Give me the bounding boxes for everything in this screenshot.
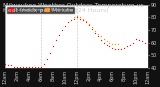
Point [84,21,87,22]
Point [96,33,99,35]
Point [72,17,75,18]
Point [61,29,63,31]
Point [90,27,93,28]
Point [58,34,60,36]
Point [19,66,21,67]
Point [93,32,96,33]
Legend: Outdoor Temp, Heat Index: Outdoor Temp, Heat Index [7,7,74,13]
Point [99,39,102,41]
Point [114,48,117,50]
Point [43,63,45,65]
Point [87,23,90,24]
Point [141,41,144,42]
Point [28,66,30,67]
Point [138,39,140,41]
Point [108,46,111,47]
Point [52,46,54,47]
Point [46,58,48,60]
Point [31,66,33,67]
Point [102,42,105,43]
Point [78,18,81,19]
Point [40,66,42,67]
Point [108,42,111,43]
Point [105,41,108,42]
Point [84,22,87,23]
Point [76,15,78,17]
Text: Milwaukee Weather Outdoor Temperature vs Heat Index per Minute (24 Hours): Milwaukee Weather Outdoor Temperature vs… [3,3,144,13]
Point [147,42,149,43]
Point [25,66,27,67]
Point [67,22,69,23]
Point [102,38,105,40]
Point [81,18,84,19]
Point [69,19,72,21]
Point [126,46,129,47]
Point [129,44,132,46]
Point [78,17,81,18]
Point [37,66,39,67]
Point [117,43,120,45]
Point [105,44,108,46]
Point [64,26,66,27]
Point [49,52,51,53]
Point [81,19,84,21]
Point [135,38,138,40]
Point [4,63,7,65]
Point [87,24,90,26]
Point [117,48,120,50]
Point [114,43,117,45]
Point [144,42,147,43]
Point [34,66,36,67]
Point [10,65,12,66]
Point [132,42,135,43]
Point [123,47,126,48]
Point [22,66,24,67]
Point [76,17,78,18]
Point [111,43,114,45]
Point [120,48,123,50]
Point [96,36,99,37]
Point [99,36,102,37]
Point [72,18,75,19]
Point [111,47,114,48]
Point [93,31,96,32]
Point [55,39,57,41]
Point [7,65,10,66]
Point [16,66,18,67]
Point [90,28,93,29]
Point [13,66,16,67]
